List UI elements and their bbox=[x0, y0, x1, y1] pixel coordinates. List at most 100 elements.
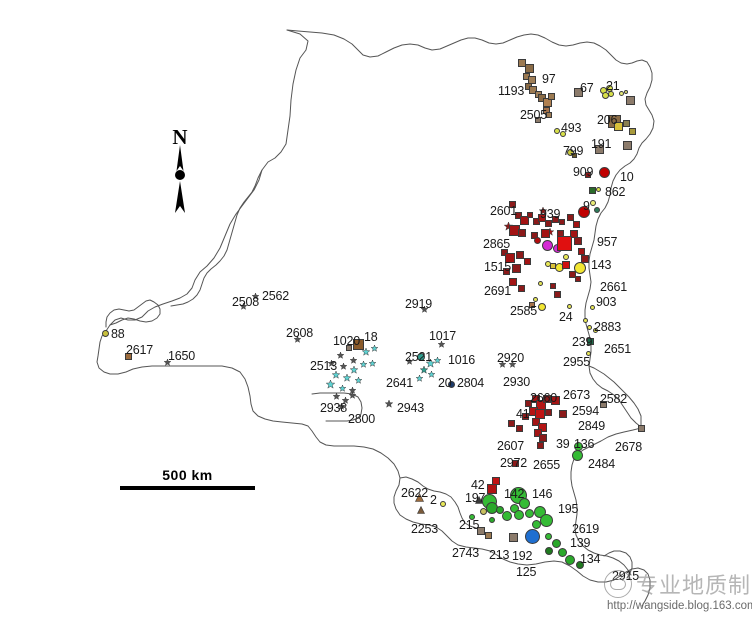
deposit-label: 2505 bbox=[520, 108, 548, 122]
deposit-marker-circle bbox=[554, 128, 560, 134]
deposit-marker-triangle bbox=[414, 492, 424, 502]
deposit-marker-square bbox=[502, 267, 510, 275]
deposit-label: 2513 bbox=[310, 359, 338, 373]
deposit-marker-star bbox=[251, 292, 259, 300]
deposit-marker-star bbox=[350, 366, 358, 374]
deposit-label: 2972 bbox=[500, 456, 528, 470]
deposit-marker-star bbox=[343, 374, 351, 382]
deposit-marker-star bbox=[437, 340, 445, 348]
deposit-marker-square bbox=[534, 429, 542, 437]
deposit-marker-star bbox=[332, 392, 340, 400]
deposit-marker-circle bbox=[586, 324, 592, 330]
deposit-label: 41 bbox=[516, 407, 530, 421]
deposit-label: 2673 bbox=[563, 388, 591, 402]
deposit-marker-star bbox=[370, 344, 378, 352]
deposit-marker-square bbox=[571, 152, 577, 158]
deposit-label: 2582 bbox=[600, 392, 628, 406]
deposit-label: 10 bbox=[620, 170, 634, 184]
deposit-marker-circle bbox=[531, 519, 541, 529]
deposit-marker-square bbox=[487, 484, 497, 494]
deposit-marker-square bbox=[540, 228, 550, 238]
scale-bar: 500 km bbox=[120, 462, 255, 490]
deposit-label: 20 bbox=[438, 376, 452, 390]
deposit-marker-square bbox=[505, 253, 515, 263]
deposit-marker-star bbox=[420, 366, 428, 374]
deposit-marker-square bbox=[527, 212, 533, 218]
deposit-marker-circle bbox=[582, 317, 588, 323]
deposit-label: 18 bbox=[364, 330, 378, 344]
deposit-marker-circle bbox=[518, 497, 530, 509]
deposit-marker-square bbox=[547, 92, 555, 100]
deposit-label: 1016 bbox=[448, 353, 476, 367]
deposit-label: 9 bbox=[583, 199, 590, 213]
deposit-label: 2594 bbox=[572, 404, 600, 418]
deposit-marker-circle bbox=[417, 353, 425, 361]
deposit-marker-star bbox=[339, 362, 347, 370]
deposit-marker-star bbox=[427, 370, 435, 378]
deposit-label: 195 bbox=[558, 502, 579, 516]
deposit-label: 2883 bbox=[594, 320, 622, 334]
deposit-label: 957 bbox=[597, 235, 618, 249]
deposit-label: 2691 bbox=[484, 284, 512, 298]
deposit-marker-star bbox=[539, 207, 547, 215]
deposit-marker-triangle bbox=[475, 496, 483, 504]
deposit-label: 206 bbox=[597, 113, 618, 127]
deposit-label: 2661 bbox=[600, 280, 628, 294]
deposit-label: 2622 bbox=[401, 486, 429, 500]
deposit-marker-square bbox=[574, 237, 582, 245]
deposit-label: 67 bbox=[580, 81, 594, 95]
deposit-marker-square bbox=[515, 424, 523, 432]
deposit-marker-circle bbox=[566, 303, 572, 309]
deposit-marker-star bbox=[425, 358, 435, 368]
deposit-label: 1193 bbox=[498, 84, 525, 98]
deposit-marker-circle bbox=[489, 517, 495, 523]
deposit-marker-square bbox=[637, 424, 645, 432]
deposit-marker-square bbox=[508, 200, 516, 208]
deposit-marker-square bbox=[542, 97, 552, 107]
deposit-marker-circle bbox=[101, 329, 109, 337]
deposit-label: 88 bbox=[111, 327, 125, 341]
deposit-marker-square bbox=[551, 215, 559, 223]
deposit-marker-star bbox=[362, 348, 370, 356]
deposit-label: 1650 bbox=[168, 349, 196, 363]
deposit-marker-square bbox=[514, 211, 522, 219]
deposit-marker-circle bbox=[532, 296, 538, 302]
deposit-marker-square bbox=[588, 186, 596, 194]
deposit-label: 862 bbox=[605, 185, 626, 199]
deposit-label: 1017 bbox=[429, 329, 457, 343]
deposit-marker-circle bbox=[578, 206, 590, 218]
deposit-marker-star bbox=[336, 351, 344, 359]
deposit-marker-square bbox=[511, 263, 521, 273]
deposit-marker-circle bbox=[571, 449, 583, 461]
deposit-marker-circle bbox=[595, 186, 601, 192]
deposit-marker-square bbox=[484, 531, 492, 539]
deposit-marker-star bbox=[433, 356, 441, 364]
deposit-marker-star bbox=[508, 360, 516, 368]
deposit-marker-square bbox=[529, 302, 535, 308]
deposit-marker-square bbox=[537, 422, 547, 432]
deposit-label: 493 bbox=[561, 121, 582, 135]
deposit-label: 2743 bbox=[452, 546, 480, 560]
deposit-marker-circle bbox=[541, 239, 553, 251]
deposit-label: 799 bbox=[563, 144, 584, 158]
deposit-marker-circle bbox=[545, 547, 553, 555]
deposit-marker-circle bbox=[574, 262, 586, 274]
deposit-label: 134 bbox=[580, 552, 601, 566]
deposit-marker-square bbox=[124, 352, 132, 360]
deposit-label: 146 bbox=[532, 487, 553, 501]
deposit-label: 2641 bbox=[386, 376, 414, 390]
deposit-label: 2651 bbox=[604, 342, 632, 356]
deposit-label: 136 bbox=[574, 437, 595, 451]
southwest-border-path bbox=[105, 299, 161, 328]
watermark-text: 专业地质制图 bbox=[636, 574, 752, 599]
north-arrow: N bbox=[168, 125, 192, 215]
deposit-marker-circle bbox=[566, 148, 574, 156]
deposit-marker-square bbox=[550, 395, 560, 405]
deposit-marker-circle bbox=[539, 513, 553, 527]
deposit-marker-circle bbox=[594, 207, 600, 213]
deposit-label: 2930 bbox=[503, 375, 531, 389]
deposit-marker-star bbox=[368, 359, 376, 367]
deposit-marker-square bbox=[535, 117, 541, 123]
deposit-marker-star bbox=[354, 376, 362, 384]
